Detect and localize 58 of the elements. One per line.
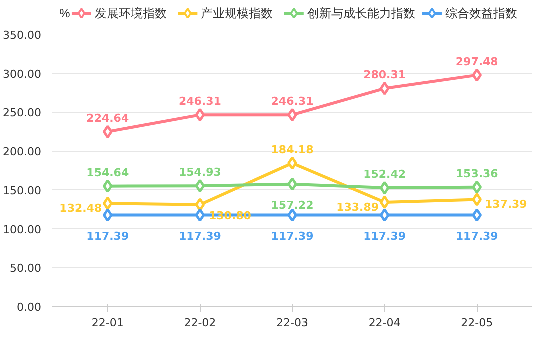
point — [472, 180, 482, 194]
x-tick-label: 22-02 — [184, 316, 216, 330]
point — [472, 68, 482, 82]
y-axis-title: % — [60, 6, 71, 20]
x-tick-label: 22-04 — [368, 316, 401, 330]
point — [102, 180, 113, 194]
point — [102, 125, 113, 139]
point — [102, 196, 113, 210]
data-label: 130.80 — [208, 209, 252, 222]
data-label: 117.39 — [271, 230, 314, 243]
point — [288, 108, 298, 122]
point — [195, 198, 206, 212]
data-label: 152.42 — [364, 168, 406, 182]
point — [380, 82, 390, 96]
data-label: 280.31 — [364, 68, 406, 82]
data-label: 154.93 — [178, 166, 222, 180]
point — [380, 181, 390, 195]
point — [195, 108, 206, 122]
data-label: 133.89 — [336, 200, 380, 214]
data-label: 224.64 — [86, 112, 130, 125]
data-label: 117.39 — [456, 230, 498, 243]
y-tick-label: 100.00 — [3, 223, 42, 236]
x-tick-label: 22-05 — [461, 316, 494, 330]
point — [288, 156, 298, 170]
data-label: 117.39 — [86, 230, 130, 243]
point — [472, 192, 482, 206]
point — [288, 208, 298, 222]
data-label: 246.31 — [271, 95, 314, 108]
legend-label: 综合效益指数 — [446, 6, 518, 20]
point — [195, 208, 206, 222]
data-label: 132.48 — [60, 202, 102, 216]
data-label: 117.39 — [178, 230, 222, 243]
point — [472, 208, 482, 222]
point — [195, 179, 206, 193]
point — [102, 208, 113, 222]
y-tick-label: 300.00 — [3, 68, 42, 81]
legend-label: 产业规模指数 — [201, 6, 274, 20]
y-tick-label: 50.00 — [10, 262, 42, 276]
x-tick-label: 22-01 — [92, 316, 124, 330]
legend-label: 创新与成长能力指数 — [307, 6, 416, 20]
legend-label: 发展环境指数 — [94, 6, 167, 20]
data-label: 117.39 — [364, 230, 406, 243]
y-tick-label: 200.00 — [3, 146, 42, 159]
point — [380, 196, 390, 210]
data-label: 184.18 — [271, 143, 314, 156]
data-label: 154.64 — [86, 166, 130, 180]
data-label: 137.39 — [484, 198, 528, 212]
y-tick-label: 150.00 — [3, 184, 42, 198]
data-label: 246.31 — [178, 95, 222, 108]
y-tick-label: 350.00 — [3, 29, 42, 42]
point — [380, 208, 390, 222]
x-tick-label: 22-03 — [276, 316, 308, 330]
data-label: 153.36 — [456, 167, 499, 180]
y-tick-label: 0.00 — [17, 301, 42, 314]
data-label: 297.48 — [456, 55, 498, 68]
data-label: 157.22 — [271, 198, 314, 212]
point — [288, 178, 298, 192]
y-tick-label: 250.00 — [3, 106, 42, 120]
